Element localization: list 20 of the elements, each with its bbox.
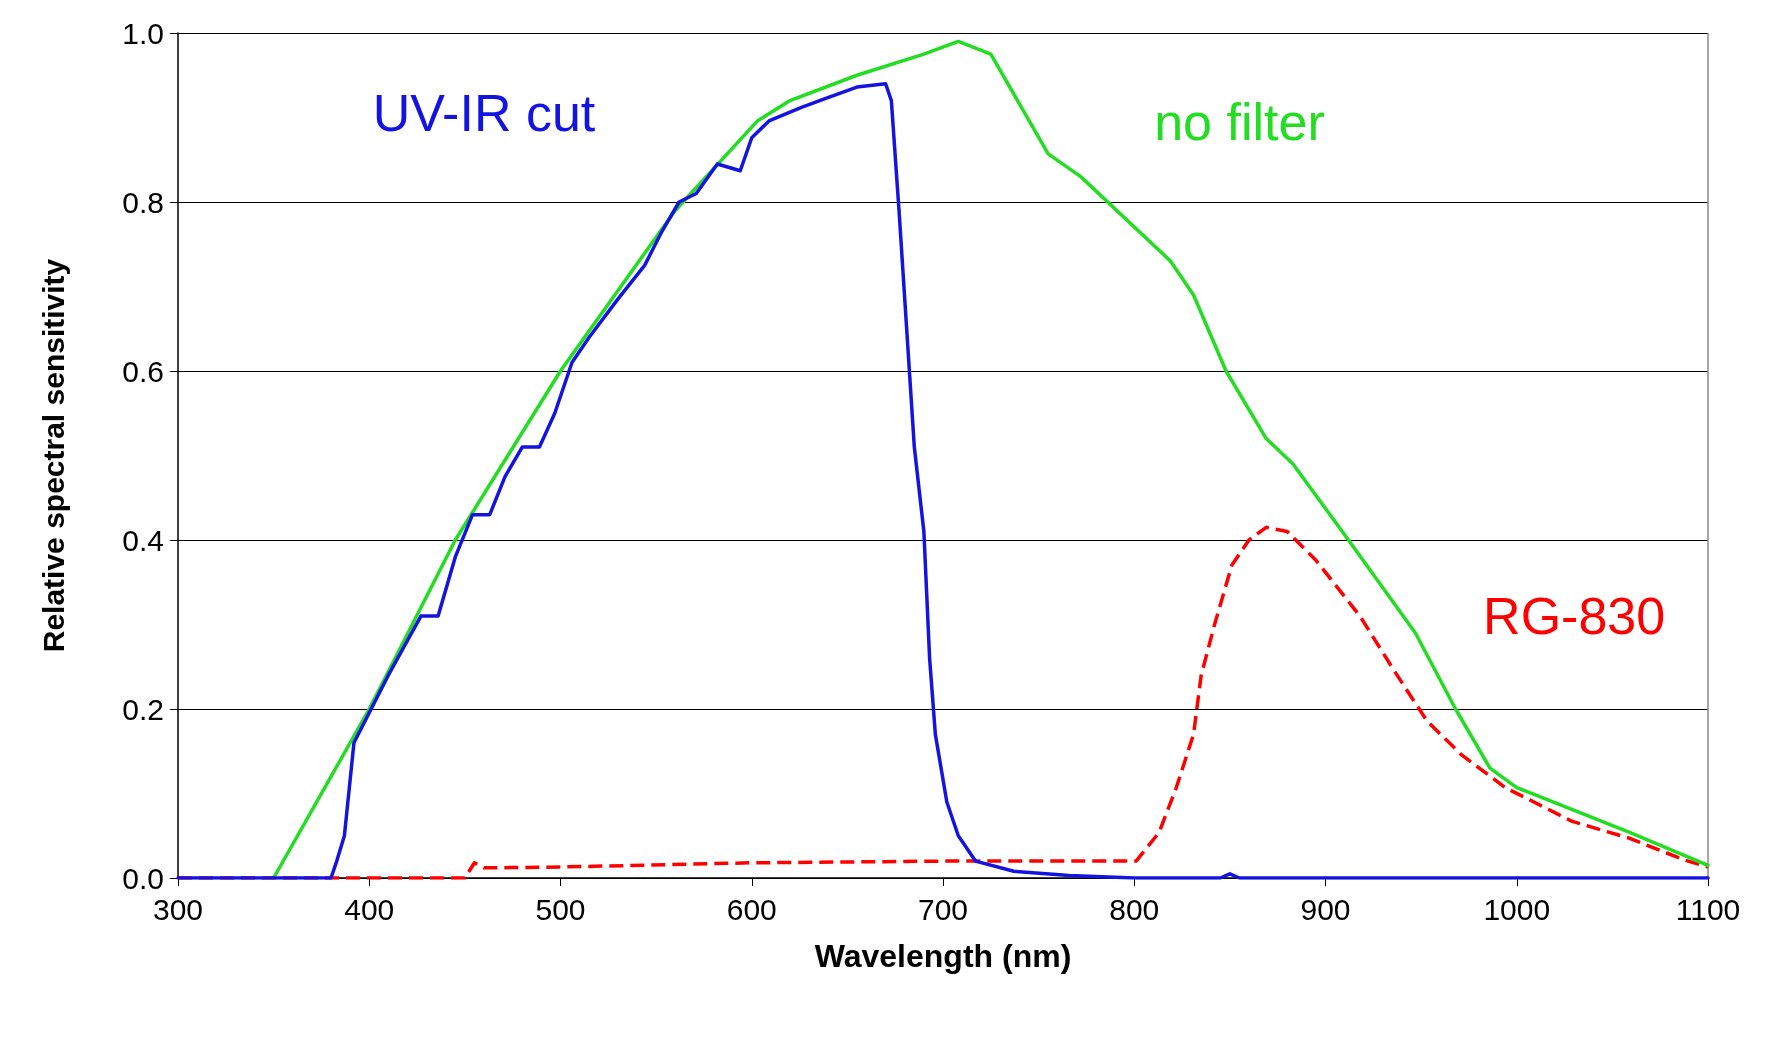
y-tick-label: 0.4 (122, 523, 164, 557)
x-tick-label: 600 (726, 892, 777, 926)
x-tick-label: 800 (1109, 892, 1160, 926)
x-tick-label: 400 (344, 892, 395, 926)
y-tick-label: 1.0 (122, 16, 164, 50)
y-tick-label: 0.6 (122, 354, 164, 388)
y-tick-label: 0.0 (122, 861, 164, 895)
x-tick-label: 900 (1300, 892, 1351, 926)
x-axis-title: Wavelength (nm) (814, 938, 1072, 974)
y-axis-title: Relative spectral sensitivity (36, 258, 70, 653)
y-tick-label: 0.8 (122, 185, 164, 219)
x-tick-label: 500 (535, 892, 586, 926)
series-label: UV-IR cut (372, 84, 596, 143)
x-tick-label: 700 (917, 892, 969, 926)
x-tick-label: 1100 (1675, 892, 1741, 926)
x-tick-label: 1000 (1483, 892, 1551, 926)
x-tick-label: 300 (152, 892, 204, 926)
series-label: no filter (1154, 92, 1325, 151)
series-label: RG-830 (1483, 587, 1666, 646)
y-tick-label: 0.2 (122, 692, 164, 726)
